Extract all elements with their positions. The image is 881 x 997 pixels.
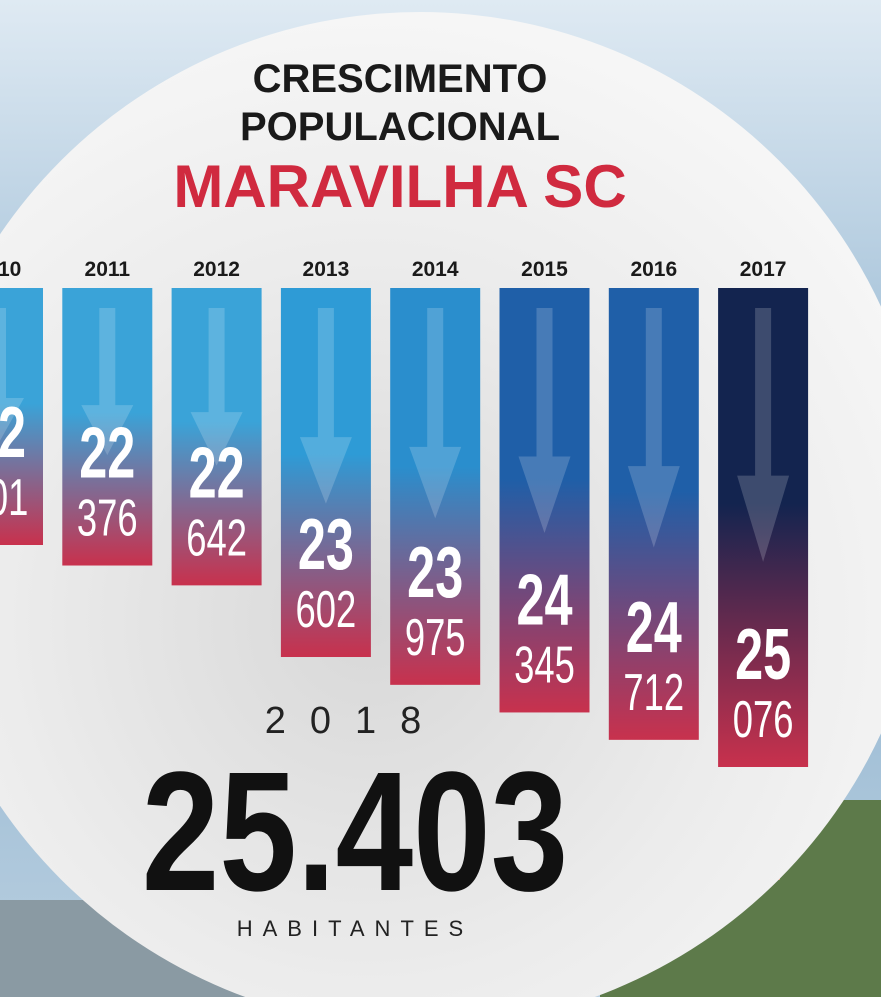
infographic: CRESCIMENTO POPULACIONAL MARAVILHA SC 20… bbox=[0, 0, 881, 997]
value-label: 22 bbox=[0, 393, 26, 473]
x-tick-label: 2011 bbox=[85, 258, 131, 281]
value-label: 101 bbox=[0, 467, 28, 526]
value-label: 25 bbox=[735, 615, 791, 695]
value-label: 376 bbox=[77, 488, 138, 547]
x-tick-label: 2017 bbox=[740, 258, 787, 281]
value-label: 642 bbox=[186, 508, 247, 567]
page: CRESCIMENTO POPULACIONAL MARAVILHA SC 20… bbox=[0, 0, 881, 997]
title-line: POPULACIONAL bbox=[240, 105, 560, 149]
value-label: 23 bbox=[298, 505, 354, 585]
title-main: MARAVILHA SC bbox=[173, 153, 626, 220]
value-label: 22 bbox=[79, 414, 135, 494]
x-tick-label: 2014 bbox=[412, 258, 459, 281]
x-tick-label: 2012 bbox=[193, 258, 240, 281]
value-label: 345 bbox=[514, 635, 575, 694]
x-tick-label: 2013 bbox=[303, 258, 350, 281]
value-label: 24 bbox=[516, 561, 572, 641]
x-tick-label: 2010 bbox=[0, 258, 21, 281]
value-label: 076 bbox=[733, 689, 794, 748]
title-line: CRESCIMENTO bbox=[253, 57, 548, 101]
value-label: 22 bbox=[189, 434, 245, 514]
value-label: 602 bbox=[296, 580, 357, 639]
x-tick-label: 2016 bbox=[630, 258, 677, 281]
value-label: 712 bbox=[623, 662, 684, 721]
value-label: 975 bbox=[405, 607, 466, 666]
highlight-unit: HABITANTES bbox=[237, 916, 474, 941]
highlight-value: 25.403 bbox=[142, 736, 568, 926]
value-label: 23 bbox=[407, 533, 463, 613]
x-tick-label: 2015 bbox=[521, 258, 568, 281]
value-label: 24 bbox=[626, 588, 682, 668]
